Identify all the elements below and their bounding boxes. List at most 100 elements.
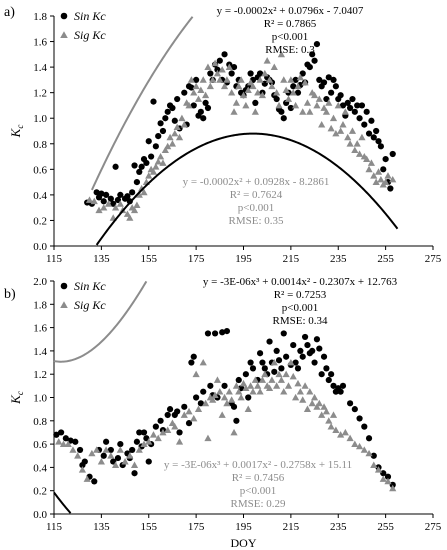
data-point	[185, 420, 193, 427]
data-point	[239, 379, 248, 387]
data-point	[187, 76, 195, 83]
data-point	[318, 121, 326, 128]
data-point	[258, 91, 267, 99]
data-point	[150, 98, 157, 105]
data-point	[287, 76, 295, 83]
data-point	[58, 429, 65, 436]
data-point	[327, 423, 335, 430]
data-point	[370, 172, 378, 179]
data-point	[126, 452, 134, 459]
x-axis-label: DOY	[231, 536, 257, 550]
data-point	[313, 336, 321, 343]
panel-a-chart: a) 115 135 155 175 195 215 235 255 275 0.0 0.2 0.4 0.…	[4, 5, 442, 265]
data-point	[242, 101, 250, 109]
data-point	[261, 69, 269, 77]
data-point	[256, 76, 264, 83]
x-tick-label: 135	[93, 253, 110, 265]
data-point	[159, 159, 167, 166]
data-point	[339, 102, 347, 109]
trendline-sin-kc	[53, 491, 72, 514]
data-point	[197, 86, 205, 93]
data-point	[294, 82, 302, 90]
data-point	[171, 423, 179, 430]
y-axis-label: Kc	[8, 125, 25, 139]
data-point	[85, 196, 94, 203]
data-point	[329, 114, 338, 122]
data-point	[207, 70, 214, 77]
data-point	[289, 89, 297, 96]
data-point	[370, 461, 378, 468]
data-point	[100, 452, 107, 459]
data-point	[328, 371, 335, 378]
data-point	[204, 434, 212, 442]
data-point	[194, 405, 203, 413]
data-point	[294, 89, 302, 96]
data-point	[55, 438, 63, 445]
data-point	[287, 104, 294, 112]
data-point	[337, 127, 345, 134]
p-value: p<0.001	[272, 31, 308, 43]
data-point	[365, 130, 373, 137]
data-point	[360, 446, 368, 453]
data-point	[232, 382, 240, 389]
data-point	[107, 195, 114, 202]
data-point	[242, 384, 250, 392]
data-point	[329, 411, 338, 418]
rmse: RMSE: 0.29	[230, 498, 286, 510]
data-point	[145, 438, 153, 445]
y-tick-label: 1.2	[33, 88, 47, 100]
data-point	[379, 475, 387, 482]
x-tick-label: 135	[93, 521, 110, 533]
x-tick-label: 275	[425, 521, 442, 533]
data-point	[296, 388, 304, 395]
data-point	[273, 382, 281, 389]
data-point	[131, 162, 138, 169]
data-point	[200, 115, 207, 122]
data-point	[228, 89, 236, 96]
rmse: RMSE: 0.34	[272, 315, 328, 327]
data-point	[133, 179, 141, 186]
data-point	[155, 133, 162, 140]
x-tick-label: 195	[235, 521, 252, 533]
data-point	[90, 197, 98, 205]
data-point	[372, 178, 380, 185]
data-point	[365, 165, 373, 173]
data-point	[363, 155, 371, 162]
data-point	[368, 117, 375, 124]
data-point	[346, 400, 354, 407]
data-point	[275, 370, 283, 378]
data-point	[91, 478, 98, 485]
x-tick-label: 215	[283, 253, 300, 265]
data-point	[278, 108, 285, 115]
data-point	[270, 358, 278, 366]
data-point	[213, 376, 222, 383]
data-point	[162, 115, 169, 122]
data-point	[121, 457, 129, 465]
data-point	[228, 396, 236, 403]
data-point	[133, 201, 141, 208]
data-point	[320, 353, 328, 360]
data-point	[136, 168, 143, 175]
data-point	[161, 146, 169, 154]
data-point	[202, 91, 210, 99]
data-point	[356, 115, 363, 122]
data-point	[306, 64, 313, 71]
data-point	[181, 403, 188, 410]
data-point	[370, 452, 377, 459]
data-point	[136, 429, 143, 436]
data-point	[190, 102, 197, 109]
data-point	[283, 353, 290, 360]
data-point	[168, 140, 177, 147]
data-point	[223, 76, 231, 83]
data-point	[299, 396, 307, 403]
x-tick-label: 255	[377, 253, 394, 265]
x-tick-label: 275	[425, 253, 442, 265]
r-squared: R² = 0.7456	[232, 472, 285, 484]
data-point	[126, 214, 134, 221]
data-point	[235, 388, 243, 395]
data-point	[64, 440, 72, 447]
data-point	[265, 76, 274, 83]
data-point	[323, 365, 330, 372]
data-point	[256, 70, 264, 77]
data-point	[166, 406, 174, 413]
